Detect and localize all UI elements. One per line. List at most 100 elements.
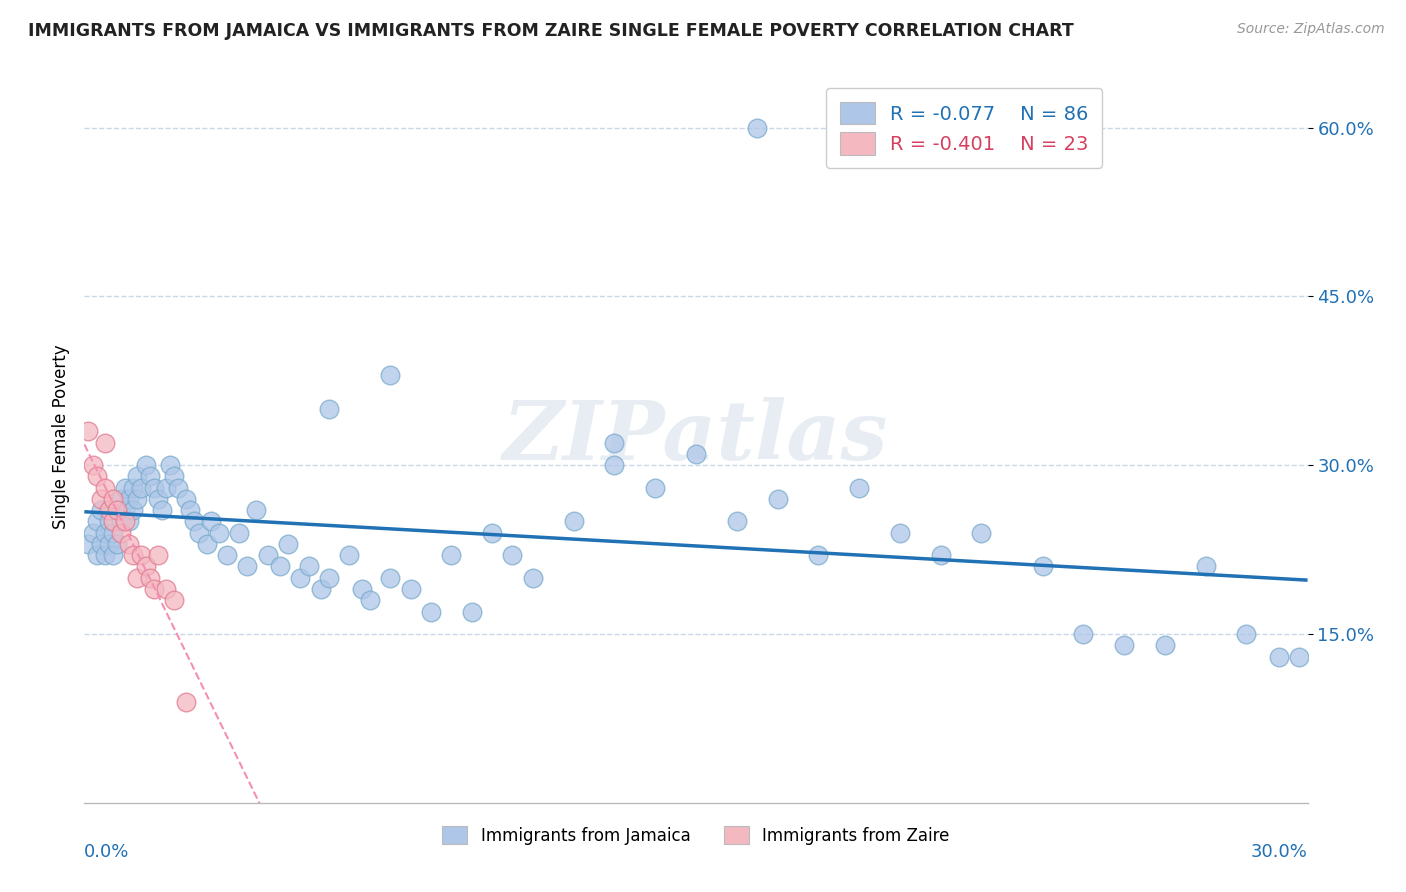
Point [848, 481, 870, 495]
Point [127, 571, 149, 585]
Point [399, 582, 422, 596]
Point [1268, 649, 1291, 664]
Point [142, 481, 165, 495]
Point [159, 458, 181, 473]
Point [142, 582, 165, 596]
Point [309, 582, 332, 596]
Point [644, 481, 666, 495]
Point [562, 515, 585, 529]
Point [97, 503, 120, 517]
Point [522, 571, 544, 585]
Point [179, 503, 201, 517]
Point [97, 537, 120, 551]
Point [1154, 638, 1177, 652]
Point [1195, 559, 1218, 574]
Point [228, 525, 250, 540]
Point [318, 571, 340, 585]
Point [155, 481, 177, 495]
Point [122, 503, 145, 517]
Point [380, 368, 402, 383]
Point [82, 525, 104, 540]
Point [110, 515, 132, 529]
Point [167, 481, 190, 495]
Point [101, 525, 124, 540]
Point [1032, 559, 1054, 574]
Point [187, 525, 209, 540]
Point [277, 537, 299, 551]
Point [93, 435, 115, 450]
Point [90, 537, 112, 551]
Point [350, 582, 373, 596]
Point [138, 469, 160, 483]
Point [236, 559, 259, 574]
Point [105, 537, 128, 551]
Point [245, 503, 267, 517]
Point [269, 559, 291, 574]
Point [747, 120, 769, 135]
Point [77, 537, 100, 551]
Point [200, 515, 222, 529]
Y-axis label: Single Female Poverty: Single Female Poverty [52, 345, 70, 529]
Point [105, 503, 128, 517]
Point [481, 525, 503, 540]
Point [257, 548, 280, 562]
Point [110, 491, 132, 506]
Point [929, 548, 952, 562]
Point [138, 571, 160, 585]
Point [461, 605, 484, 619]
Point [122, 481, 145, 495]
Text: IMMIGRANTS FROM JAMAICA VS IMMIGRANTS FROM ZAIRE SINGLE FEMALE POVERTY CORRELATI: IMMIGRANTS FROM JAMAICA VS IMMIGRANTS FR… [28, 22, 1074, 40]
Point [217, 548, 239, 562]
Point [685, 447, 707, 461]
Point [114, 503, 136, 517]
Point [131, 481, 153, 495]
Point [86, 515, 108, 529]
Point [105, 503, 128, 517]
Text: Source: ZipAtlas.com: Source: ZipAtlas.com [1237, 22, 1385, 37]
Point [118, 537, 141, 551]
Point [502, 548, 524, 562]
Point [195, 537, 218, 551]
Point [93, 525, 115, 540]
Point [114, 515, 136, 529]
Point [150, 503, 173, 517]
Point [183, 515, 205, 529]
Point [114, 481, 136, 495]
Point [82, 458, 104, 473]
Point [77, 425, 100, 439]
Point [163, 593, 186, 607]
Point [135, 458, 157, 473]
Point [118, 515, 141, 529]
Legend: Immigrants from Jamaica, Immigrants from Zaire: Immigrants from Jamaica, Immigrants from… [434, 818, 957, 853]
Point [174, 491, 197, 506]
Point [298, 559, 321, 574]
Point [155, 582, 177, 596]
Text: ZIPatlas: ZIPatlas [503, 397, 889, 477]
Point [127, 469, 149, 483]
Point [1236, 627, 1258, 641]
Text: 30.0%: 30.0% [1251, 843, 1308, 861]
Point [725, 515, 748, 529]
Point [86, 469, 108, 483]
Point [90, 503, 112, 517]
Point [208, 525, 231, 540]
Point [318, 401, 340, 416]
Point [110, 525, 132, 540]
Point [766, 491, 789, 506]
Point [807, 548, 830, 562]
Point [86, 548, 108, 562]
Point [101, 515, 124, 529]
Point [380, 571, 402, 585]
Point [93, 548, 115, 562]
Point [127, 491, 149, 506]
Point [118, 491, 141, 506]
Point [101, 491, 124, 506]
Point [146, 548, 169, 562]
Point [131, 548, 153, 562]
Point [290, 571, 312, 585]
Point [359, 593, 381, 607]
Point [1073, 627, 1095, 641]
Point [90, 491, 112, 506]
Point [163, 469, 186, 483]
Point [174, 694, 197, 708]
